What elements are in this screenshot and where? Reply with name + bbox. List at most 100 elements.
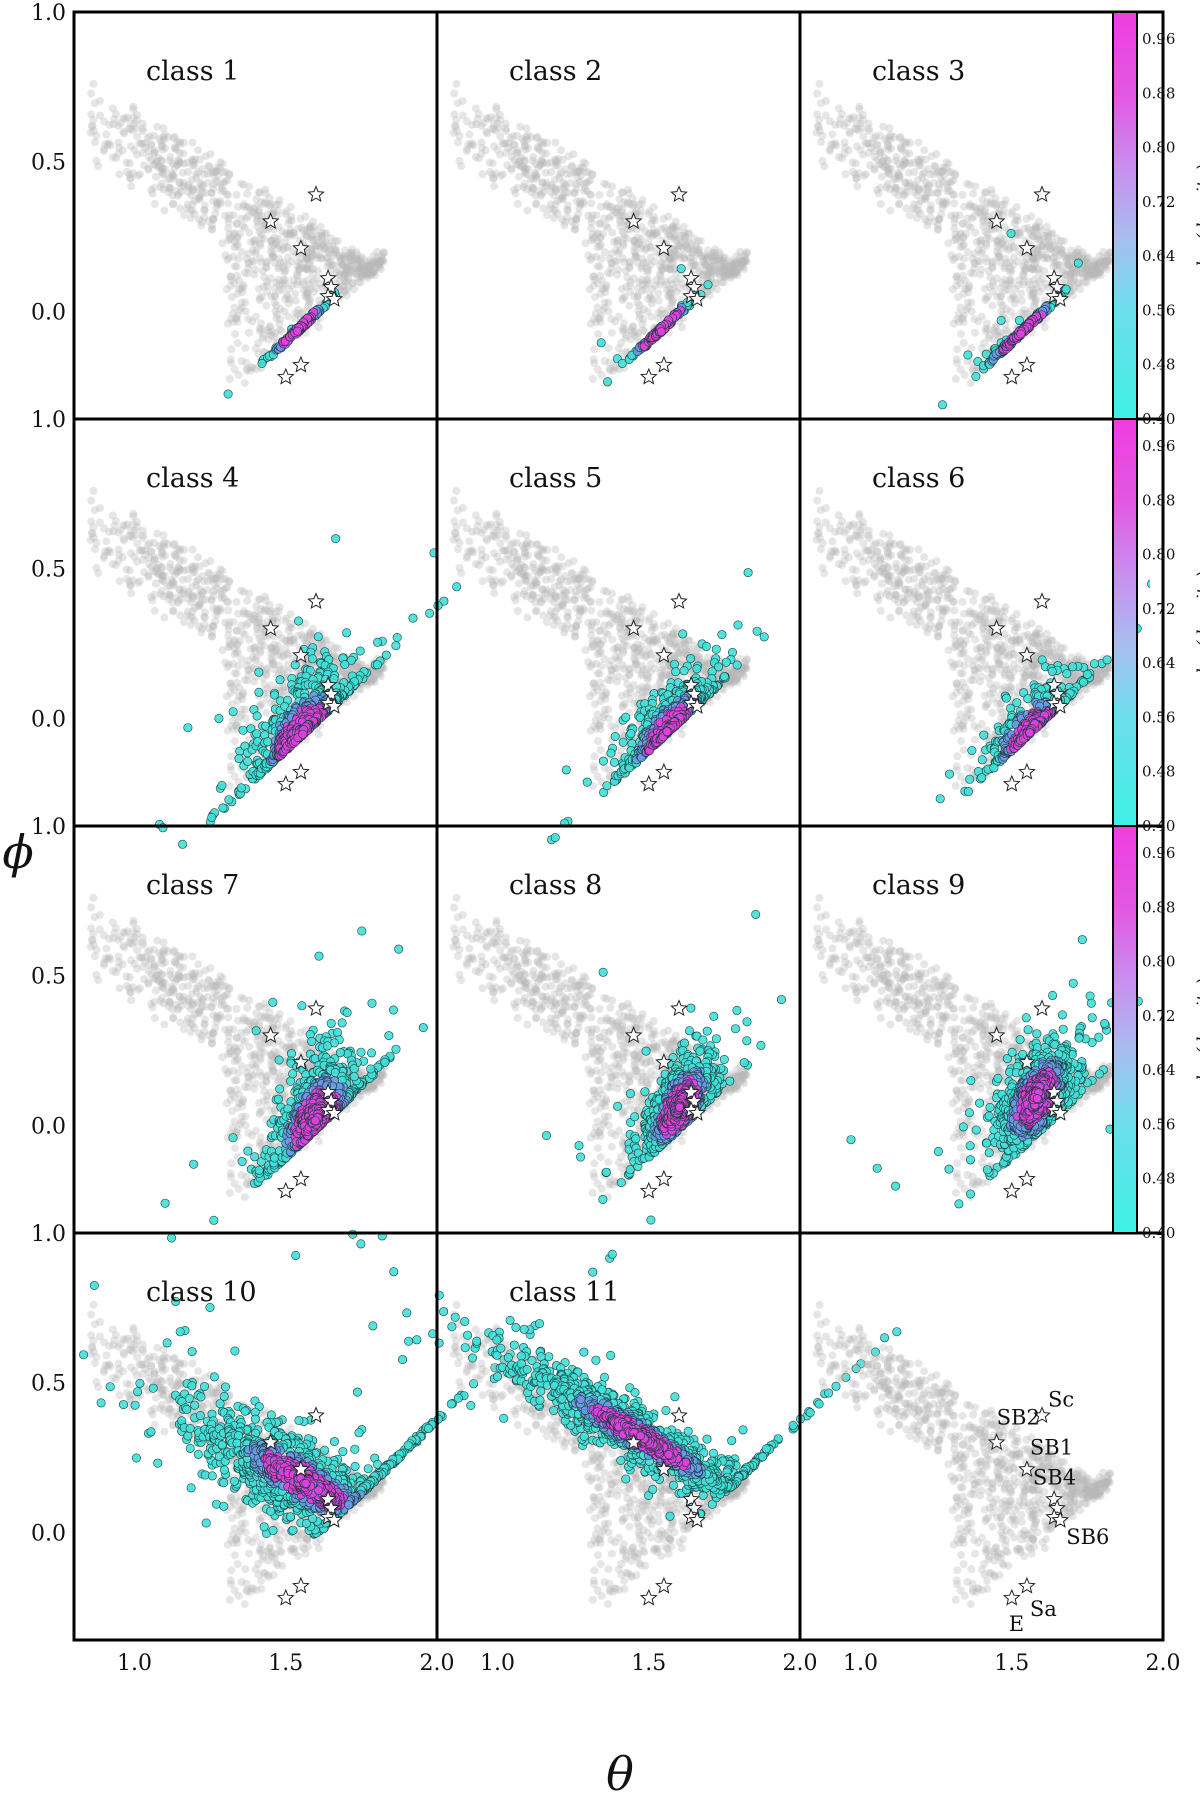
- background-point: [475, 110, 483, 118]
- background-point: [176, 611, 184, 619]
- background-point: [241, 379, 249, 387]
- background-point: [226, 211, 234, 219]
- background-point: [166, 153, 174, 161]
- template-star-E: [641, 369, 656, 384]
- background-point: [263, 685, 271, 693]
- class-point: [342, 629, 350, 637]
- background-point: [211, 581, 219, 589]
- background-point: [322, 238, 330, 246]
- background-point: [605, 307, 613, 315]
- background-point: [279, 688, 287, 696]
- background-point: [534, 145, 542, 153]
- background-point: [242, 307, 250, 315]
- background-point: [915, 139, 923, 147]
- background-point: [960, 339, 968, 347]
- background-point: [244, 619, 252, 627]
- template-star-Sc: [308, 594, 323, 608]
- background-point: [704, 253, 712, 261]
- background-point: [644, 267, 652, 275]
- template-star-E: [278, 776, 293, 791]
- background-point: [340, 269, 348, 277]
- background-point: [153, 123, 161, 131]
- background-point: [262, 709, 270, 717]
- background-point: [223, 692, 231, 700]
- background-point: [956, 231, 964, 239]
- background-point: [233, 191, 241, 199]
- background-point: [252, 654, 260, 662]
- background-point: [218, 591, 226, 599]
- background-point: [650, 213, 658, 221]
- background-point: [231, 737, 239, 745]
- background-point: [185, 591, 193, 599]
- background-point: [522, 146, 530, 154]
- background-point: [1021, 267, 1029, 275]
- background-point: [223, 663, 231, 671]
- background-point: [985, 334, 993, 342]
- background-point: [813, 90, 821, 98]
- background-point: [849, 159, 857, 167]
- background-point: [1050, 259, 1058, 267]
- background-point: [950, 191, 958, 199]
- background-point: [507, 164, 515, 172]
- background-point: [133, 518, 141, 526]
- background-point: [669, 280, 677, 288]
- background-point: [122, 115, 130, 123]
- background-point: [955, 318, 963, 326]
- background-point: [281, 267, 289, 275]
- background-point: [96, 504, 104, 512]
- background-point: [934, 225, 942, 233]
- background-point: [830, 141, 838, 149]
- background-point: [674, 226, 682, 234]
- background-point: [624, 186, 632, 194]
- background-point: [279, 246, 287, 254]
- background-point: [275, 662, 283, 670]
- background-point: [826, 117, 834, 125]
- background-point: [311, 226, 319, 234]
- background-point: [961, 277, 969, 285]
- background-point: [252, 602, 260, 610]
- background-point: [144, 164, 152, 172]
- template-star-Sc: [308, 187, 323, 201]
- background-point: [588, 171, 596, 179]
- background-point: [233, 649, 241, 657]
- background-point: [574, 174, 582, 182]
- background-point: [885, 146, 893, 154]
- background-point: [193, 592, 201, 600]
- class-point: [677, 264, 685, 272]
- background-point: [859, 111, 867, 119]
- template-star-E: [278, 369, 293, 384]
- background-point: [88, 122, 96, 130]
- background-point: [877, 200, 885, 208]
- background-point: [904, 183, 912, 191]
- class-point: [299, 730, 307, 738]
- background-point: [160, 185, 168, 193]
- background-point: [608, 329, 616, 337]
- background-point: [273, 310, 281, 318]
- class-point: [356, 647, 364, 655]
- background-point: [552, 139, 560, 147]
- background-point: [146, 539, 154, 547]
- background-point: [350, 267, 358, 275]
- background-point: [244, 676, 252, 684]
- background-point: [963, 285, 971, 293]
- background-point: [564, 201, 572, 209]
- background-point: [230, 638, 238, 646]
- background-point: [944, 184, 952, 192]
- background-point: [229, 725, 237, 733]
- background-point: [628, 323, 636, 331]
- background-point: [104, 548, 112, 556]
- background-point: [169, 171, 177, 179]
- background-point: [266, 609, 274, 617]
- background-point: [987, 186, 995, 194]
- background-point: [224, 199, 232, 207]
- background-point: [513, 149, 521, 157]
- background-point: [541, 183, 549, 191]
- background-point: [654, 290, 662, 298]
- background-point: [324, 259, 332, 267]
- class-point: [208, 813, 216, 821]
- background-point: [539, 204, 547, 212]
- background-point: [499, 170, 507, 178]
- background-point: [1037, 242, 1045, 250]
- background-point: [553, 158, 561, 166]
- background-point: [1005, 246, 1013, 254]
